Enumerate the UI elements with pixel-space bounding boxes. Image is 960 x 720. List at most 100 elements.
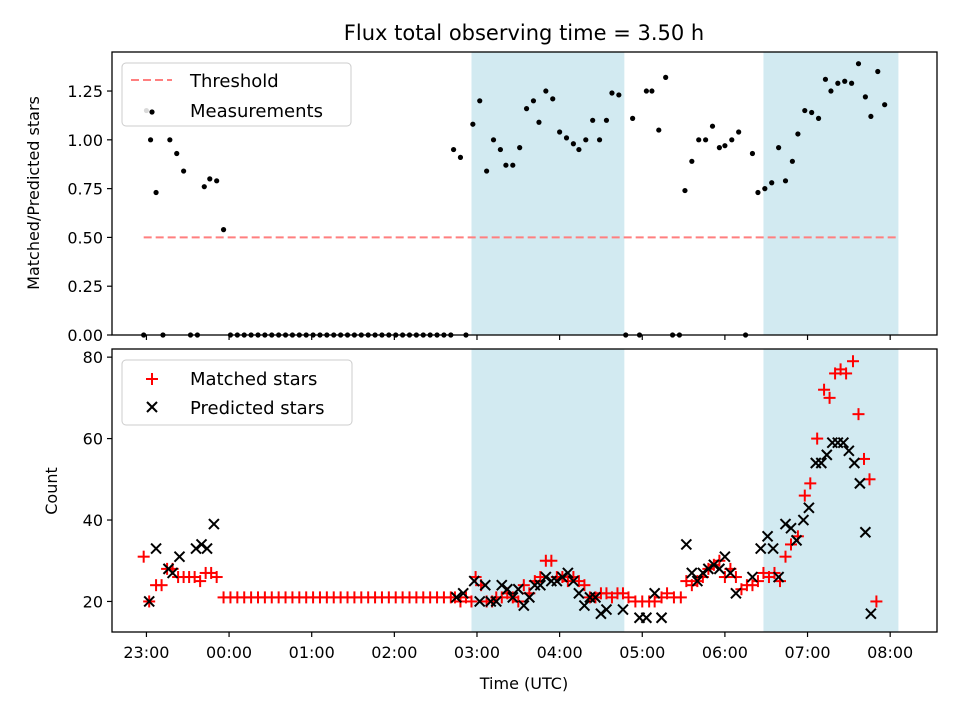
- bottom-legend-box: [121, 359, 353, 426]
- y-tick-label: 0.75: [67, 180, 103, 199]
- matched-star-point: [852, 408, 865, 421]
- measurement-point: [484, 168, 490, 174]
- predicted-star-point: [468, 575, 480, 587]
- measurement-point: [815, 115, 822, 121]
- predicted-star-point: [578, 599, 591, 612]
- measurement-point: [769, 180, 775, 186]
- matched-star-point: [155, 579, 168, 592]
- legend-threshold-label: Threshold: [189, 71, 279, 92]
- predicted-star-point: [512, 583, 525, 595]
- predicted-star-point: [150, 542, 162, 555]
- measurement-point: [868, 113, 874, 120]
- matched-star-point: [779, 550, 792, 563]
- matched-star-point: [545, 554, 558, 567]
- predicted-star-point: [166, 567, 179, 579]
- x-tick-label: 23:00: [123, 643, 169, 662]
- predicted-star-point: [143, 595, 155, 608]
- measurement-point: [709, 123, 716, 129]
- predicted-star-point: [746, 571, 759, 583]
- x-tick-label: 00:00: [206, 643, 252, 662]
- predicted-star-point: [534, 579, 547, 591]
- measurement-point: [822, 76, 829, 82]
- predicted-star-point: [702, 563, 715, 575]
- bottom-y-axis-label: Count: [42, 467, 61, 515]
- predicted-star-point: [843, 445, 855, 457]
- measurement-point: [563, 135, 570, 141]
- measurement-point: [497, 146, 503, 153]
- matched-star-point: [713, 554, 726, 567]
- matched-star-point: [674, 591, 687, 604]
- y-tick-label: 60: [83, 430, 103, 449]
- measurement-point: [842, 78, 848, 84]
- y-tick-label: 1.25: [67, 82, 103, 101]
- predicted-star-point: [772, 571, 785, 583]
- top-y-axis-label: Matched/Predicted stars: [24, 96, 43, 290]
- measurement-point: [477, 98, 483, 104]
- predicted-star-point: [719, 550, 731, 563]
- matched-star-point: [811, 432, 824, 445]
- predicted-star-point: [595, 607, 607, 620]
- top-x-ticks: [145, 335, 891, 340]
- matched-star-point: [751, 575, 764, 588]
- predicted-star-point: [640, 612, 653, 624]
- measurement-point: [795, 131, 801, 137]
- predicted-star-point: [496, 579, 508, 591]
- bottom-x-ticks: 23:00 00:00 01:00 02:00 03:00 04:00 05:00 06:00…: [123, 632, 913, 662]
- predicted-star-point: [490, 595, 502, 608]
- measurement-point: [557, 129, 563, 135]
- top-panel: 0.00 0.25 0.50 0.75 1.00 1.25 Matched/Predict…: [24, 51, 938, 345]
- measurement-point: [656, 127, 662, 133]
- top-plot-area: [141, 61, 899, 338]
- measurement-point: [809, 109, 815, 116]
- measurement-point: [762, 186, 768, 192]
- top-axes-frame: [111, 51, 938, 336]
- measurement-point: [596, 137, 603, 143]
- matched-star-point: [512, 595, 525, 608]
- predicted-star-point: [713, 563, 726, 575]
- measurement-point: [782, 178, 789, 184]
- y-tick-label: 20: [83, 592, 103, 611]
- matched-star-point: [823, 391, 836, 404]
- matched-star-point: [785, 538, 798, 551]
- predicted-star-point: [848, 457, 861, 469]
- y-tick-label: 0.50: [67, 228, 103, 247]
- x-tick-label: 07:00: [784, 643, 830, 662]
- matched-star-point: [465, 595, 478, 608]
- legend-predicted-label: Predicted stars: [190, 398, 324, 419]
- shaded-interval: [471, 52, 625, 335]
- predicted-star-point: [854, 477, 866, 490]
- measurement-point: [729, 137, 735, 143]
- predicted-star-point: [523, 591, 536, 604]
- predicted-star-point: [865, 607, 877, 620]
- predicted-star-point: [859, 526, 872, 538]
- legend-matched-label: Matched stars: [190, 369, 317, 390]
- matched-star-point: [870, 595, 883, 608]
- measurement-point: [875, 68, 881, 75]
- measurement-point: [703, 137, 709, 143]
- matched-star-point: [648, 595, 661, 608]
- top-y-ticks: 0.00 0.25 0.50 0.75 1.00 1.25: [67, 82, 112, 345]
- predicted-star-point: [761, 530, 774, 543]
- measurement-point: [649, 88, 655, 94]
- measurement-point: [147, 137, 154, 143]
- measurement-point: [550, 96, 556, 102]
- bottom-shaded-regions: [471, 349, 899, 632]
- legend-matched-marker: [146, 373, 158, 385]
- measurement-point: [503, 162, 509, 168]
- matched-star-point: [818, 383, 831, 396]
- y-tick-label: 1.00: [67, 131, 103, 150]
- y-tick-label: 0.25: [67, 277, 103, 296]
- predicted-star-point: [617, 603, 629, 616]
- measurement-point: [583, 137, 589, 143]
- chart-title: Flux total observing time = 3.50 h: [344, 21, 704, 45]
- x-tick-label: 04:00: [537, 643, 583, 662]
- predicted-star-point: [540, 571, 552, 583]
- x-tick-label: 06:00: [702, 643, 748, 662]
- top-shaded-regions: [471, 52, 899, 335]
- predicted-star-point: [691, 575, 704, 587]
- measurement-point: [510, 162, 516, 168]
- matched-star-point: [194, 575, 207, 588]
- matched-star-point: [661, 587, 674, 600]
- predicted-star-point: [790, 534, 803, 547]
- predicted-star-point: [779, 518, 792, 530]
